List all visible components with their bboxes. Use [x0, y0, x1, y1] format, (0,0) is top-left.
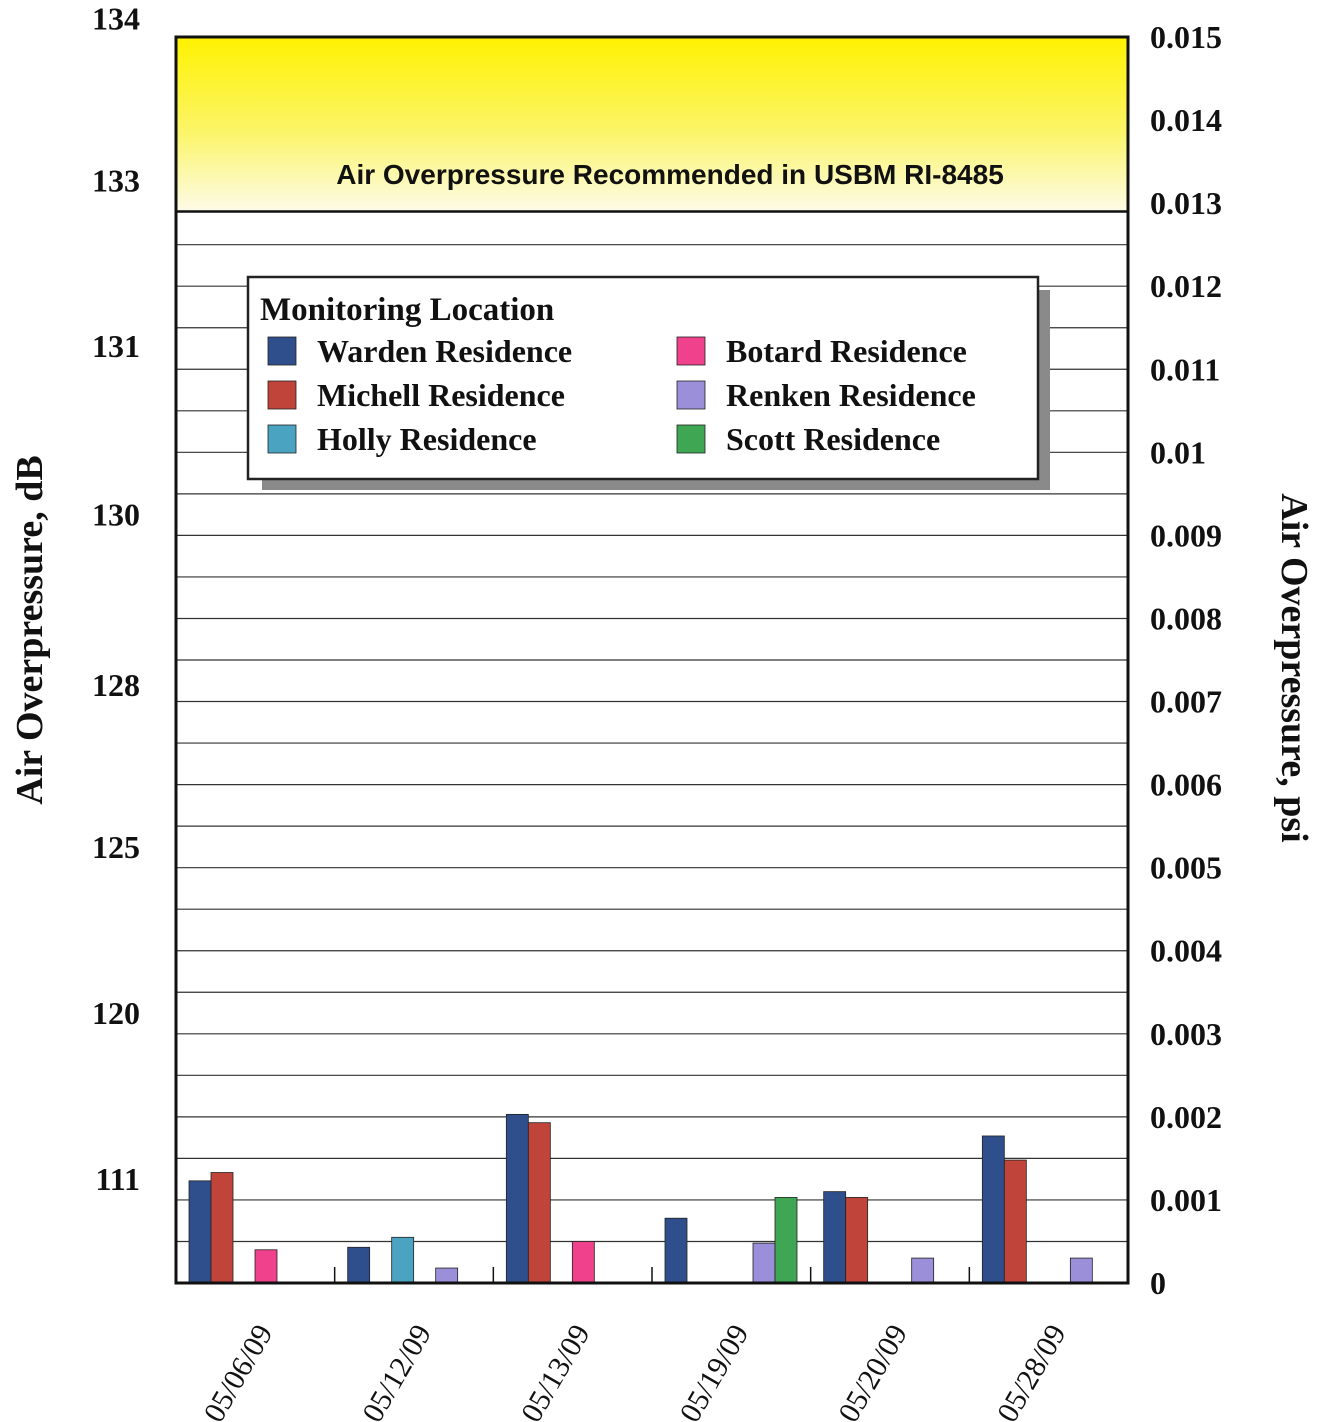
- right-tick-label: 0.01: [1150, 434, 1206, 470]
- bar-michell-residence: [845, 1197, 869, 1284]
- right-tick-label: 0.013: [1150, 185, 1222, 221]
- right-tick-label: 0.009: [1150, 517, 1222, 553]
- bars: [188, 1113, 1093, 1284]
- threshold-label: Air Overpressure Recommended in USBM RI-…: [336, 159, 1004, 190]
- bar-botard-residence: [254, 1249, 278, 1284]
- legend-swatch: [267, 380, 297, 410]
- legend-swatch: [676, 380, 706, 410]
- right-tick-label: 0: [1150, 1265, 1166, 1301]
- left-tick-label: 128: [92, 667, 140, 703]
- bar-botard-residence: [571, 1241, 595, 1284]
- legend-label: Michell Residence: [317, 377, 565, 413]
- left-tick-label: 133: [92, 163, 140, 199]
- bar-renken-residence: [1069, 1257, 1093, 1284]
- bar-michell-residence: [210, 1172, 234, 1284]
- threshold-area: [176, 37, 1128, 212]
- legend-box: [246, 275, 1040, 481]
- left-tick-label: 111: [96, 1161, 140, 1197]
- bar-michell-residence: [1003, 1159, 1027, 1284]
- left-tick-label: 134: [92, 1, 140, 37]
- legend-swatch: [676, 424, 706, 454]
- left-tick-label: 130: [92, 497, 140, 533]
- right-tick-label: 0.001: [1150, 1182, 1222, 1218]
- legend-label: Holly Residence: [317, 421, 537, 457]
- legend-label: Botard Residence: [726, 333, 967, 369]
- legend-swatch: [267, 336, 297, 366]
- right-tick-label: 0.014: [1150, 102, 1222, 138]
- legend-swatch: [676, 336, 706, 366]
- right-axis-title: Air Overpressure, psi: [1273, 493, 1315, 842]
- bar-warden-residence: [505, 1113, 529, 1284]
- right-tick-label: 0.002: [1150, 1099, 1222, 1135]
- right-tick-label: 0.005: [1150, 850, 1222, 886]
- right-tick-label: 0.007: [1150, 684, 1222, 720]
- bar-warden-residence: [188, 1180, 212, 1284]
- bar-scott-residence: [774, 1197, 798, 1284]
- right-tick-label: 0.015: [1150, 19, 1222, 55]
- left-axis-title: Air Overpressure, dB: [9, 455, 51, 804]
- right-tick-label: 0.012: [1150, 268, 1222, 304]
- right-tick-label: 0.011: [1150, 351, 1220, 387]
- left-tick-label: 120: [92, 995, 140, 1031]
- bar-michell-residence: [527, 1122, 551, 1284]
- bar-warden-residence: [981, 1135, 1005, 1284]
- bar-renken-residence: [435, 1267, 459, 1284]
- threshold-band: Air Overpressure Recommended in USBM RI-…: [176, 37, 1128, 213]
- bar-warden-residence: [664, 1217, 688, 1284]
- legend-label: Warden Residence: [317, 333, 572, 369]
- legend-label: Scott Residence: [726, 421, 940, 457]
- right-tick-label: 0.004: [1150, 933, 1222, 969]
- right-tick-label: 0.003: [1150, 1016, 1222, 1052]
- left-tick-label: 131: [92, 328, 140, 364]
- right-axis-ticks: 0 0.001 0.002 0.003 0.004 0.005 0.006 0.007 0.00…: [1150, 19, 1222, 1301]
- left-axis-ticks: 111 120 125 128 130 131 133 134: [92, 1, 140, 1197]
- category-ticks: [333, 1267, 971, 1283]
- legend: Monitoring Location Warden Residence Mich…: [246, 275, 1050, 490]
- right-tick-label: 0.008: [1150, 600, 1222, 636]
- bar-renken-residence: [911, 1257, 935, 1284]
- right-tick-label: 0.006: [1150, 767, 1222, 803]
- bar-warden-residence: [347, 1246, 371, 1284]
- bar-holly-residence: [391, 1236, 415, 1284]
- legend-title: Monitoring Location: [260, 292, 554, 328]
- legend-label: Renken Residence: [726, 377, 976, 413]
- left-tick-label: 125: [92, 829, 140, 865]
- legend-items: Warden Residence Michell Residence Holly R…: [267, 333, 976, 457]
- legend-swatch: [267, 424, 297, 454]
- bar-warden-residence: [823, 1191, 847, 1284]
- bar-renken-residence: [752, 1242, 776, 1284]
